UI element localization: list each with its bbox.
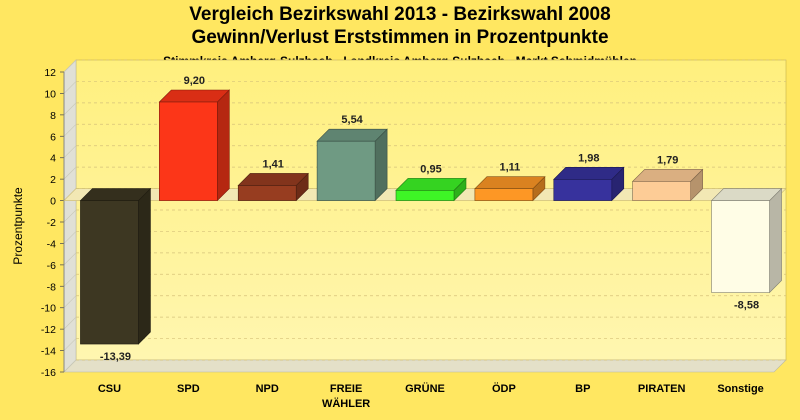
bar-top [316,128,388,142]
bar-top [237,173,309,186]
bar [710,187,783,294]
gridline-side [63,81,77,94]
gridline-side [63,209,77,223]
bar-front [474,188,534,201]
y-tick-label: 2 [50,174,56,186]
gridline-side [63,231,77,244]
bar-value-label: 9,20 [184,75,205,87]
x-tick-label: CSU [98,383,121,395]
bar-top [710,188,783,201]
gridline-side [63,145,77,158]
y-tick-label: 6 [50,131,56,143]
bar [553,166,625,202]
x-tick-label: PIRATEN [638,383,686,395]
y-axis-label: Prozentpunkte [11,187,25,265]
bar-front [316,140,376,201]
bar-side [374,128,388,202]
bar [474,175,546,202]
y-tick-label: 10 [44,88,56,100]
bar-side [138,187,151,345]
gridline-side [63,295,77,308]
bar-value-label: -13,39 [100,351,131,363]
y-tick-label: -2 [47,217,56,229]
bar-front [395,190,455,201]
bar-top [553,167,625,180]
y-tick-label: -14 [41,346,56,358]
bar-value-label: 1,41 [263,158,284,170]
gridline-side [63,252,77,266]
y-tick-label: 0 [50,196,56,208]
bar-value-label: -8,58 [734,300,759,312]
bars [79,89,783,345]
bar-side [769,187,782,294]
gridline-side [63,124,77,137]
y-tick-label: -8 [47,281,56,293]
bar [237,172,309,202]
bar [395,177,467,202]
x-tick-label: GRÜNE [405,382,445,395]
bar-value-label: 1,98 [578,152,599,164]
labels: 12 10 8 6 4 2 0 -2 -4 -6 -8 -10 -12 -14 -16 -13,39 CSU 9,… [41,67,764,410]
gridline-side [63,338,77,351]
y-tick-label: -10 [41,303,56,315]
bar-value-label: 1,79 [657,154,678,166]
x-tick-label: NPD [256,383,279,395]
bar-value-label: 5,54 [341,114,363,126]
bar [316,128,388,202]
bar-top [474,176,546,189]
y-tick-label: 12 [44,67,56,79]
y-tick-label: -12 [41,324,56,336]
bar-top [631,169,704,182]
bar-front [632,181,691,201]
y-tick-label: -6 [47,260,56,272]
gridline-side [63,316,77,330]
bar-front [159,101,218,201]
x-tick-label: FREIE [330,383,362,395]
bar-front [553,179,613,201]
gridline-side [63,359,77,373]
bar-side [217,89,230,202]
chart-title: Vergleich Bezirkswahl 2013 - Bezirkswahl… [189,4,611,25]
x-tick-label: ÖDP [492,382,516,395]
x-tick-label: SPD [177,383,200,395]
x-tick-label: BP [575,383,590,395]
gridline-side [63,102,77,116]
bar-top [79,188,152,201]
bar-top [395,178,467,191]
x-tick-label-line2: WÄHLER [322,397,370,410]
gridline-side [63,59,77,73]
bar-front [80,200,139,345]
plot-floor [63,359,787,373]
y-tick-label: -4 [47,238,56,250]
y-tick-label: 4 [50,153,56,165]
bar-value-label: 0,95 [420,163,441,175]
x-tick-label: Sonstige [717,383,763,395]
bar-top [158,89,231,103]
bar-front [237,185,297,201]
y-tick-label: -16 [41,367,56,379]
bar-front [711,200,770,293]
y-tick-label: 8 [50,110,56,122]
bar [79,187,152,345]
bar-value-label: 1,11 [499,162,520,174]
bar [158,89,231,202]
gridline-side [63,274,77,287]
gridline-side [63,166,77,180]
chart-subtitle: Gewinn/Verlust Erststimmen in Prozentpun… [191,27,609,48]
bar [631,168,704,202]
